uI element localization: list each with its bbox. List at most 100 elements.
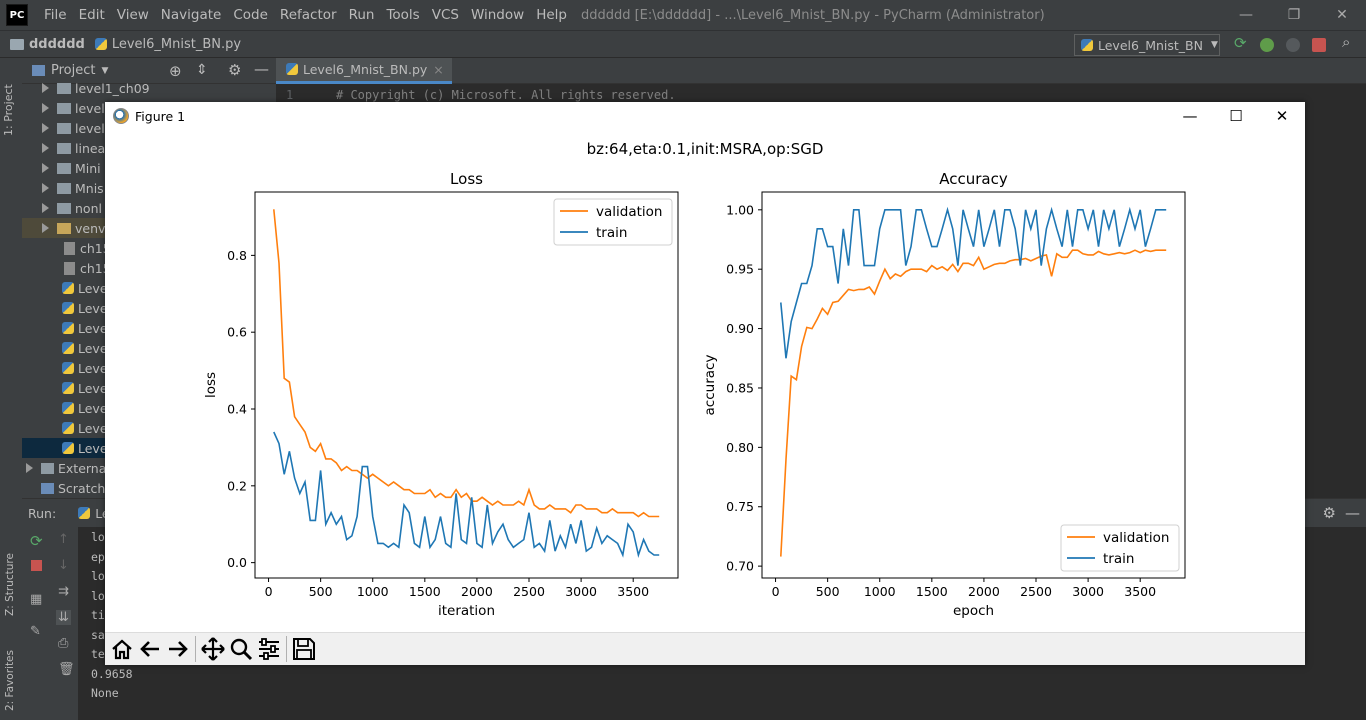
- y-tick-label: 0.95: [726, 262, 754, 277]
- hide-icon[interactable]: —: [1345, 504, 1360, 522]
- project-tree-item[interactable]: level1_ch09: [22, 78, 276, 98]
- configure-icon: [259, 638, 279, 660]
- project-tree-item[interactable]: Leve: [22, 398, 276, 418]
- menu-tools[interactable]: Tools: [386, 7, 420, 23]
- python-file-icon: [62, 322, 74, 334]
- project-tree-label: Leve: [78, 340, 108, 356]
- tool-tab-project[interactable]: 1: Project: [2, 84, 15, 136]
- x-tick-label: 0: [265, 584, 273, 599]
- chevron-right-icon[interactable]: [42, 203, 49, 213]
- pin-icon[interactable]: ✎: [30, 624, 41, 639]
- tool-tab-structure[interactable]: Z: Structure: [4, 553, 16, 616]
- python-file-icon: [62, 342, 74, 354]
- restore-button[interactable]: ❐: [1287, 7, 1301, 23]
- menu-run[interactable]: Run: [348, 7, 375, 23]
- menu-navigate[interactable]: Navigate: [160, 7, 222, 23]
- menu-window[interactable]: Window: [470, 7, 525, 23]
- chevron-down-icon[interactable]: ▼: [101, 65, 109, 76]
- save-button[interactable]: [290, 635, 318, 663]
- project-tree-item[interactable]: ch15: [22, 258, 276, 278]
- configure-button[interactable]: [255, 635, 283, 663]
- breadcrumb-file[interactable]: Level6_Mnist_BN.py: [111, 36, 242, 52]
- project-tree-item[interactable]: linea: [22, 138, 276, 158]
- chevron-right-icon[interactable]: [26, 463, 33, 473]
- chevron-right-icon[interactable]: [42, 103, 49, 113]
- editor-tab-file[interactable]: Level6_Mnist_BN.py ×: [276, 57, 452, 84]
- project-tree-label: Leve: [78, 440, 108, 456]
- project-tree-item[interactable]: nonl: [22, 198, 276, 218]
- chevron-right-icon[interactable]: [42, 223, 49, 233]
- chevron-right-icon[interactable]: [42, 183, 49, 193]
- menu-code[interactable]: Code: [233, 7, 268, 23]
- close-button[interactable]: ✕: [1336, 7, 1348, 23]
- tool-tab-favorites[interactable]: 2: Favorites: [4, 650, 16, 711]
- project-tree-item[interactable]: Leve: [22, 298, 276, 318]
- console-output[interactable]: lo ep lo lo ti sa te 0.9658 None: [91, 528, 133, 704]
- minimize-button[interactable]: —: [1239, 7, 1253, 23]
- figure-toolbar: [105, 632, 1305, 665]
- home-button[interactable]: [108, 635, 136, 663]
- project-tree-item[interactable]: Mini: [22, 158, 276, 178]
- down-icon[interactable]: ↓: [58, 558, 69, 573]
- menu-vcs[interactable]: VCS: [431, 7, 459, 23]
- legend-label: train: [596, 225, 627, 241]
- project-tree-item[interactable]: ch15: [22, 238, 276, 258]
- project-tree-label: Scratch: [58, 480, 106, 496]
- run-config-select[interactable]: Level6_Mnist_BN ▼: [1074, 34, 1220, 56]
- menu-view[interactable]: View: [116, 7, 149, 23]
- breadcrumb-folder[interactable]: dddddd: [29, 36, 85, 52]
- close-tab-icon[interactable]: ×: [433, 61, 444, 77]
- project-tree-scratch[interactable]: Scratch: [22, 478, 276, 498]
- chevron-right-icon[interactable]: [42, 123, 49, 133]
- menu-edit[interactable]: Edit: [78, 7, 105, 23]
- print-icon[interactable]: ⎙: [58, 636, 69, 651]
- pan-button[interactable]: [199, 635, 227, 663]
- menu-help[interactable]: Help: [536, 7, 567, 23]
- chevron-right-icon[interactable]: [42, 83, 49, 93]
- scroll-end-icon[interactable]: ⇊: [56, 610, 71, 625]
- run-icon[interactable]: ⟳: [1234, 34, 1247, 52]
- soft-wrap-icon[interactable]: ⇉: [58, 584, 69, 599]
- project-tree-item[interactable]: level: [22, 98, 276, 118]
- figure-maximize-button[interactable]: ☐: [1229, 107, 1243, 125]
- figure-canvas[interactable]: bz:64,eta:0.1,init:MSRA,op:SGD Loss 0 500 10…: [105, 130, 1305, 632]
- project-title[interactable]: Project: [51, 63, 96, 78]
- project-tree-label: nonl: [75, 200, 102, 216]
- trash-icon[interactable]: 🗑: [58, 662, 75, 677]
- project-tree-item[interactable]: Leve: [22, 358, 276, 378]
- chevron-right-icon[interactable]: [42, 163, 49, 173]
- project-tree-item[interactable]: level: [22, 118, 276, 138]
- search-icon[interactable]: ⌕: [1342, 33, 1351, 51]
- collapse-icon[interactable]: ⇕: [196, 62, 208, 78]
- up-icon[interactable]: ↑: [58, 532, 69, 547]
- menu-refactor[interactable]: Refactor: [279, 7, 337, 23]
- locate-icon[interactable]: ⊕: [169, 62, 182, 80]
- chevron-right-icon[interactable]: [42, 143, 49, 153]
- stop-icon[interactable]: [1312, 38, 1326, 52]
- figure-close-button[interactable]: ✕: [1275, 107, 1289, 125]
- project-tree-item[interactable]: Leve: [22, 278, 276, 298]
- project-tree-item[interactable]: Leve: [22, 318, 276, 338]
- layout-icon[interactable]: ▦: [30, 592, 43, 607]
- project-tree-label: level1_ch09: [75, 80, 150, 96]
- zoom-button[interactable]: [227, 635, 255, 663]
- debug-icon[interactable]: [1260, 38, 1274, 52]
- gear-icon[interactable]: ⚙: [228, 61, 242, 79]
- figure-minimize-button[interactable]: —: [1182, 107, 1198, 125]
- back-button[interactable]: [136, 635, 164, 663]
- menu-file[interactable]: File: [44, 7, 67, 23]
- hide-icon[interactable]: —: [254, 60, 269, 78]
- project-tree-item[interactable]: Leve: [22, 378, 276, 398]
- project-tree-item[interactable]: Leve: [22, 418, 276, 438]
- gear-icon[interactable]: ⚙: [1322, 504, 1336, 522]
- coverage-icon[interactable]: [1286, 38, 1300, 52]
- project-tree-item[interactable]: Mnis: [22, 178, 276, 198]
- code-line[interactable]: # Copyright (c) Microsoft. All rights re…: [336, 88, 676, 102]
- forward-button[interactable]: [164, 635, 192, 663]
- project-tree-external[interactable]: Externa: [22, 458, 276, 478]
- rerun-icon[interactable]: ⟳: [30, 532, 43, 550]
- run-label: Run:: [28, 505, 57, 521]
- project-tree-item[interactable]: Leve: [22, 338, 276, 358]
- python-file-icon: [1081, 39, 1093, 51]
- stop-icon[interactable]: [31, 560, 42, 571]
